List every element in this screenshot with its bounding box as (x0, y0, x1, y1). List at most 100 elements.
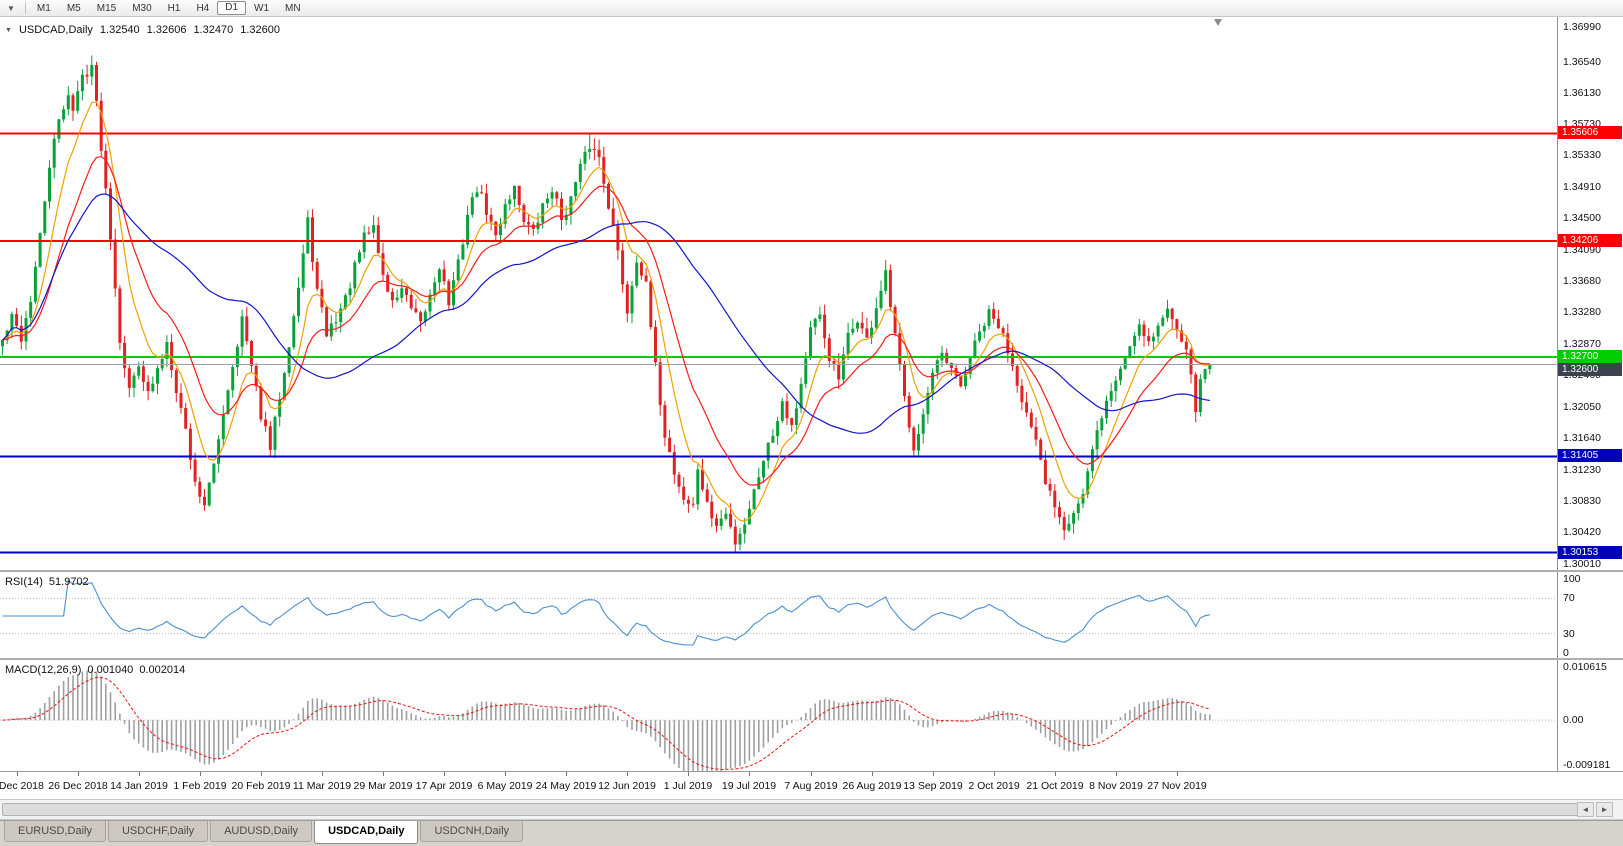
ohlc-open: 1.32540 (99, 24, 140, 36)
time-axis-label: 13 Sep 2019 (903, 780, 963, 792)
macd-axis-label: -0.009181 (1563, 759, 1611, 771)
time-tick (872, 772, 873, 776)
time-tick (1177, 772, 1178, 776)
time-tick (17, 772, 18, 776)
rsi-panel[interactable]: RSI(14) 51.9702 100 70 30 0 (0, 572, 1623, 660)
price-axis-label: 1.36540 (1563, 56, 1601, 68)
time-axis-label: 11 Mar 2019 (292, 780, 352, 792)
symbol-dropdown-icon[interactable]: ▼ (5, 26, 12, 34)
time-tick (1055, 772, 1056, 776)
macd-plot[interactable] (0, 660, 1557, 772)
price-axis-label: 1.35330 (1563, 149, 1601, 161)
price-tag-1.31405: 1.31405 (1558, 449, 1622, 462)
time-axis-label: 21 Oct 2019 (1026, 780, 1084, 792)
timeframe-button-m30[interactable]: M30 (132, 2, 152, 14)
price-tag-1.30153: 1.30153 (1558, 546, 1622, 559)
price-axis-label: 1.31640 (1563, 432, 1601, 444)
time-axis-label: 19 Jul 2019 (721, 780, 777, 792)
scroll-right-icon[interactable]: ► (1596, 802, 1613, 817)
candlestick-plot[interactable] (0, 17, 1557, 572)
price-axis-label: 1.36130 (1563, 87, 1601, 99)
chart-title: ▼ USDCAD,Daily 1.32540 1.32606 1.32470 1… (5, 24, 280, 36)
price-axis[interactable]: 1.36990 1.36540 1.36130 1.35730 1.35330 1.349… (1557, 17, 1623, 570)
rsi-value: 51.9702 (48, 576, 89, 588)
rsi-axis-label: 70 (1563, 592, 1575, 604)
chart-tab-usdcad[interactable]: USDCAD,Daily (314, 821, 419, 844)
chart-dropdown-icon[interactable]: ▼ (7, 3, 15, 13)
time-axis-label: 6 May 2019 (477, 780, 533, 792)
rsi-axis-label: 30 (1563, 628, 1575, 640)
macd-name: MACD(12,26,9) (5, 664, 82, 676)
time-axis-label: 24 May 2019 (535, 780, 597, 792)
time-tick (261, 772, 262, 776)
time-tick (444, 772, 445, 776)
time-tick (566, 772, 567, 776)
time-axis-label: 1 Feb 2019 (173, 780, 227, 792)
timeframe-button-d1[interactable]: D1 (217, 1, 247, 15)
chart-tab-usdchf[interactable]: USDCHF,Daily (107, 821, 209, 842)
time-axis-label: 20 Feb 2019 (231, 780, 291, 792)
timeframe-button-m1[interactable]: M1 (36, 2, 51, 14)
chart-tab-audusd[interactable]: AUDUSD,Daily (210, 821, 313, 842)
timeframe-button-h1[interactable]: H1 (167, 2, 181, 14)
rsi-name: RSI(14) (5, 576, 43, 588)
rsi-axis-label: 0 (1563, 647, 1569, 659)
macd-label: MACD(12,26,9) 0.001040 0.002014 (5, 664, 185, 676)
timeframe-button-m5[interactable]: M5 (66, 2, 81, 14)
time-axis-label: 2 Oct 2019 (968, 780, 1020, 792)
time-tick (627, 772, 628, 776)
price-axis-label: 1.34500 (1563, 212, 1601, 224)
time-axis-label: 26 Dec 2018 (48, 780, 108, 792)
time-axis-label: 7 Dec 2018 (0, 780, 44, 792)
macd-value-signal: 0.002014 (139, 664, 186, 676)
rsi-plot[interactable] (0, 572, 1557, 660)
price-tag-1.35606: 1.35606 (1558, 126, 1622, 139)
ohlc-high: 1.32606 (146, 24, 187, 36)
chart-tab-bar: EURUSD,Daily USDCHF,Daily AUDUSD,Daily USDC… (0, 820, 1623, 846)
price-tag-1.32600: 1.32600 (1558, 363, 1622, 376)
macd-axis[interactable]: 0.010615 0.00 -0.009181 (1557, 660, 1623, 771)
price-axis-label: 1.30420 (1563, 526, 1601, 538)
time-tick (78, 772, 79, 776)
time-tick (688, 772, 689, 776)
timeframe-button-h4[interactable]: H4 (196, 2, 210, 14)
ohlc-low: 1.32470 (193, 24, 234, 36)
time-tick (933, 772, 934, 776)
time-tick (994, 772, 995, 776)
ohlc-close: 1.32600 (240, 24, 280, 36)
rsi-axis-label: 100 (1563, 573, 1581, 585)
scrollbar-thumb[interactable] (2, 803, 1578, 816)
price-tag-1.32700: 1.32700 (1558, 350, 1622, 363)
chart-symbol-label: USDCAD,Daily (18, 24, 93, 36)
time-tick (1116, 772, 1117, 776)
time-tick (200, 772, 201, 776)
time-axis-label: 1 Jul 2019 (663, 780, 713, 792)
chart-tab-usdcnh[interactable]: USDCNH,Daily (420, 821, 524, 842)
time-tick (383, 772, 384, 776)
rsi-label: RSI(14) 51.9702 (5, 576, 89, 588)
horizontal-scrollbar[interactable]: ◄ ► (0, 800, 1623, 820)
timeframe-button-w1[interactable]: W1 (254, 2, 270, 14)
timeframe-button-mn[interactable]: MN (285, 2, 301, 14)
time-axis-label: 29 Mar 2019 (353, 780, 413, 792)
time-axis-label: 17 Apr 2019 (415, 780, 473, 792)
timeframe-button-m15[interactable]: M15 (96, 2, 117, 14)
macd-panel[interactable]: MACD(12,26,9) 0.001040 0.002014 0.010615… (0, 660, 1623, 772)
timeframe-buttons-group: M1 M5 M15 M30 H1 H4 D1 W1 MN (29, 1, 309, 16)
rsi-axis[interactable]: 100 70 30 0 (1557, 572, 1623, 659)
time-axis-label: 14 Jan 2019 (110, 780, 168, 792)
macd-value-main: 0.001040 (87, 664, 134, 676)
time-tick (749, 772, 750, 776)
chart-tab-eurusd[interactable]: EURUSD,Daily (4, 821, 106, 842)
price-chart-panel[interactable]: ▼ USDCAD,Daily 1.32540 1.32606 1.32470 1… (0, 17, 1623, 572)
time-axis-label: 27 Nov 2019 (1147, 780, 1207, 792)
time-axis-label: 7 Aug 2019 (784, 780, 838, 792)
price-axis-label: 1.30010 (1563, 558, 1601, 570)
price-axis-label: 1.33280 (1563, 306, 1601, 318)
scroll-left-icon[interactable]: ◄ (1577, 802, 1594, 817)
toolbar-separator (24, 2, 26, 14)
timeframe-toolbar: ▼ M1 M5 M15 M30 H1 H4 D1 W1 MN (0, 0, 1623, 17)
price-axis-label: 1.34910 (1563, 181, 1601, 193)
